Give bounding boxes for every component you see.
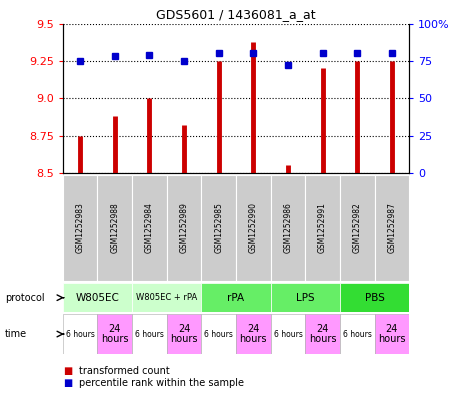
Text: ■: ■: [63, 366, 72, 376]
Text: GSM1252983: GSM1252983: [76, 202, 85, 253]
Text: protocol: protocol: [5, 293, 44, 303]
Text: 6 hours: 6 hours: [343, 330, 372, 338]
Text: 24
hours: 24 hours: [378, 324, 405, 344]
Bar: [201, 283, 271, 312]
Text: GSM1252982: GSM1252982: [353, 202, 362, 253]
Text: 6 hours: 6 hours: [135, 330, 164, 338]
Text: 24
hours: 24 hours: [309, 324, 336, 344]
Bar: [375, 175, 409, 281]
Bar: [375, 314, 409, 354]
Bar: [63, 283, 132, 312]
Text: transformed count: transformed count: [79, 366, 170, 376]
Text: GSM1252986: GSM1252986: [284, 202, 292, 253]
Bar: [201, 175, 236, 281]
Text: PBS: PBS: [365, 293, 385, 303]
Text: GSM1252984: GSM1252984: [145, 202, 154, 253]
Text: 6 hours: 6 hours: [273, 330, 302, 338]
Text: 6 hours: 6 hours: [204, 330, 233, 338]
Text: rPA: rPA: [227, 293, 245, 303]
Text: W805EC: W805EC: [75, 293, 120, 303]
Text: 24
hours: 24 hours: [170, 324, 198, 344]
Bar: [305, 314, 340, 354]
Text: GSM1252991: GSM1252991: [318, 202, 327, 253]
Bar: [340, 314, 374, 354]
Bar: [305, 175, 340, 281]
Bar: [98, 314, 132, 354]
Text: GSM1252988: GSM1252988: [110, 202, 119, 253]
Text: percentile rank within the sample: percentile rank within the sample: [79, 378, 244, 388]
Bar: [236, 175, 271, 281]
Bar: [340, 175, 374, 281]
Text: 6 hours: 6 hours: [66, 330, 94, 338]
Text: GSM1252987: GSM1252987: [387, 202, 396, 253]
Bar: [98, 175, 132, 281]
Bar: [63, 175, 98, 281]
Bar: [167, 314, 201, 354]
Bar: [271, 314, 305, 354]
Bar: [167, 175, 201, 281]
Bar: [132, 314, 166, 354]
Text: 24
hours: 24 hours: [101, 324, 128, 344]
Bar: [63, 314, 98, 354]
Text: 24
hours: 24 hours: [239, 324, 267, 344]
Bar: [271, 175, 305, 281]
Title: GDS5601 / 1436081_a_at: GDS5601 / 1436081_a_at: [156, 8, 316, 21]
Text: ■: ■: [63, 378, 72, 388]
Text: LPS: LPS: [296, 293, 315, 303]
Bar: [201, 314, 236, 354]
Bar: [132, 175, 166, 281]
Text: GSM1252989: GSM1252989: [179, 202, 188, 253]
Bar: [236, 314, 271, 354]
Text: GSM1252990: GSM1252990: [249, 202, 258, 253]
Text: time: time: [5, 329, 27, 339]
Text: GSM1252985: GSM1252985: [214, 202, 223, 253]
Bar: [340, 283, 409, 312]
Bar: [271, 283, 340, 312]
Text: W805EC + rPA: W805EC + rPA: [136, 293, 197, 302]
Bar: [132, 283, 201, 312]
